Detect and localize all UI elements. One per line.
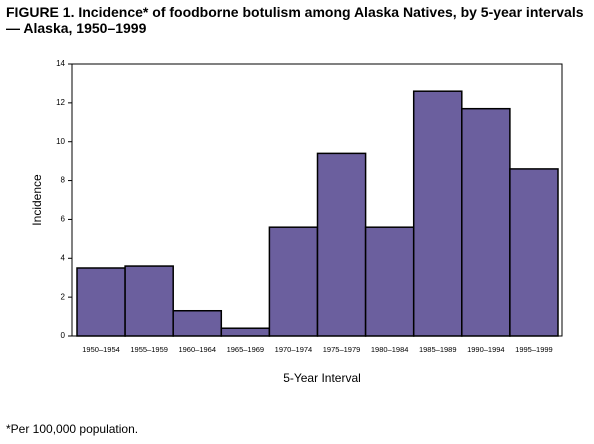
bar bbox=[172, 309, 223, 337]
bar bbox=[364, 226, 415, 337]
y-tick-label: 6 bbox=[61, 215, 66, 224]
x-tick-label: 1965–1969 bbox=[227, 345, 265, 354]
x-tick-label: 1990–1994 bbox=[467, 345, 505, 354]
y-axis-label: Incidence bbox=[30, 174, 44, 226]
y-tick-label: 12 bbox=[56, 98, 65, 107]
bar bbox=[509, 168, 559, 337]
y-tick-label: 8 bbox=[61, 176, 66, 185]
y-tick-label: 4 bbox=[61, 253, 66, 262]
x-tick-label: 1980–1984 bbox=[371, 345, 409, 354]
x-tick-label: 1975–1979 bbox=[323, 345, 361, 354]
bar bbox=[124, 265, 174, 337]
bar bbox=[220, 327, 271, 337]
bar bbox=[461, 107, 511, 337]
x-tick-label: 1995–1999 bbox=[515, 345, 553, 354]
bar bbox=[268, 226, 319, 337]
y-tick-label: 0 bbox=[61, 331, 66, 340]
x-tick-label: 1960–1964 bbox=[178, 345, 216, 354]
x-tick-label: 1985–1989 bbox=[419, 345, 457, 354]
x-tick-label: 1955–1959 bbox=[130, 345, 168, 354]
plot-frame bbox=[71, 63, 563, 337]
y-tick-label: 2 bbox=[61, 292, 66, 301]
bar bbox=[316, 152, 367, 337]
bar bbox=[412, 90, 463, 337]
y-tick-label: 10 bbox=[56, 137, 65, 146]
x-axis-label: 5-Year Interval bbox=[283, 371, 361, 385]
chart-title: FIGURE 1. Incidence* of foodborne botuli… bbox=[6, 4, 584, 36]
x-tick-label: 1970–1974 bbox=[275, 345, 313, 354]
y-tick-label: 14 bbox=[56, 59, 65, 68]
footnote: *Per 100,000 population. bbox=[6, 422, 139, 436]
bar bbox=[76, 267, 126, 337]
x-tick-label: 1950–1954 bbox=[82, 345, 120, 354]
